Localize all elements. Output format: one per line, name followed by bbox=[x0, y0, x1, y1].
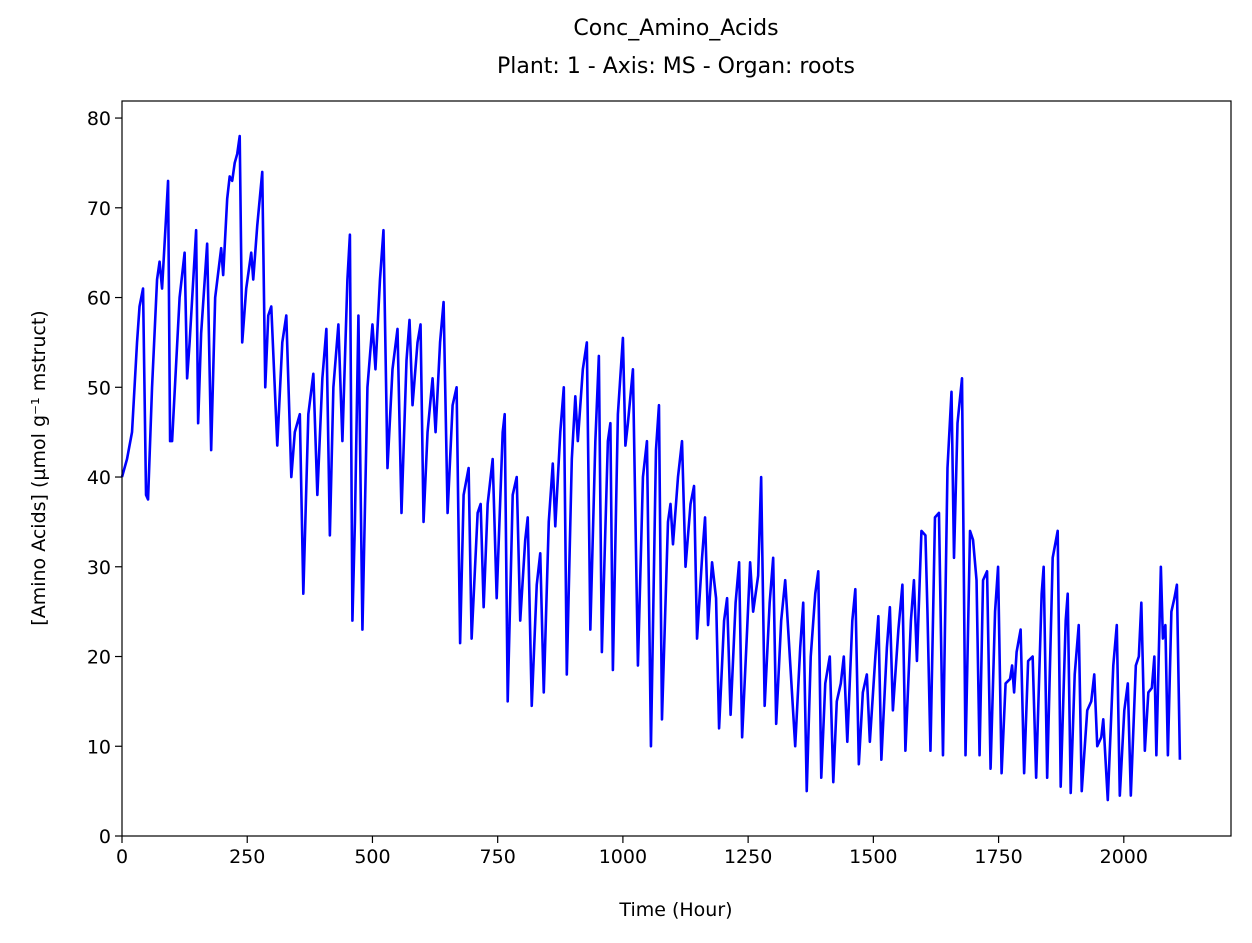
y-tick-label: 80 bbox=[87, 108, 111, 130]
y-tick-label: 40 bbox=[87, 467, 111, 489]
x-tick-label: 750 bbox=[480, 846, 516, 868]
chart-subtitle: Plant: 1 - Axis: MS - Organ: roots bbox=[497, 54, 855, 79]
y-tick-label: 60 bbox=[87, 288, 111, 310]
data-line bbox=[120, 134, 1182, 802]
x-tick-label: 500 bbox=[354, 846, 390, 868]
x-tick-label: 1500 bbox=[849, 846, 897, 868]
x-tick-label: 1750 bbox=[974, 846, 1022, 868]
y-tick-label: 30 bbox=[87, 557, 111, 579]
y-tick-label: 0 bbox=[99, 826, 111, 848]
y-tick-label: 50 bbox=[87, 377, 111, 399]
x-tick-label: 2000 bbox=[1100, 846, 1148, 868]
y-tick-label: 20 bbox=[87, 647, 111, 669]
chart-title: Conc_Amino_Acids bbox=[573, 16, 778, 41]
y-tick-label: 70 bbox=[87, 198, 111, 220]
x-axis-label: Time (Hour) bbox=[618, 899, 732, 921]
plot-frame bbox=[121, 100, 1232, 837]
x-tick-label: 250 bbox=[229, 846, 265, 868]
y-axis-label: [Amino Acids] (µmol g⁻¹ mstruct) bbox=[28, 310, 50, 625]
y-tick-label: 10 bbox=[87, 736, 111, 758]
x-tick-label: 1250 bbox=[724, 846, 772, 868]
x-tick-label: 1000 bbox=[599, 846, 647, 868]
x-tick-label: 0 bbox=[116, 846, 128, 868]
